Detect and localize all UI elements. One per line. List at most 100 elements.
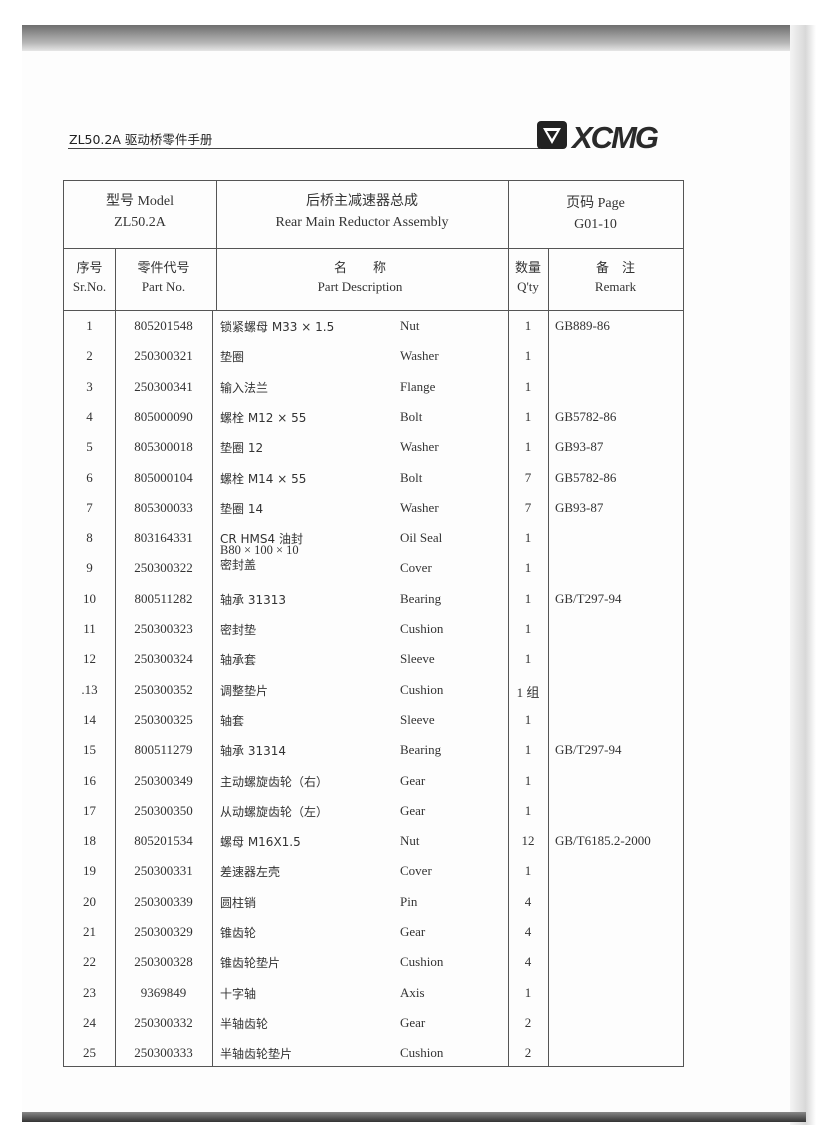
cell-sr: 10 [83, 590, 96, 606]
table-row: 21 250300329 锥齿轮 Gear 4 [64, 924, 683, 942]
cell-part: 250300350 [134, 802, 193, 818]
col-part-cn: 零件代号 [137, 260, 190, 275]
table-row: 18 805201534 螺母 M16X1.5 Nut 12 GB/T6185.2-200… [64, 833, 683, 851]
cell-qty: 1 [524, 590, 532, 606]
cell-remark: GB93-87 [555, 439, 604, 455]
divider [64, 248, 683, 249]
cell-en: Nut [400, 318, 420, 333]
cell-part: 805300018 [134, 439, 193, 455]
cell-remark: GB5782-86 [555, 469, 617, 485]
cell-part: 250300321 [134, 348, 193, 364]
scan-bottom-shadow [22, 1112, 806, 1122]
cell-qty: 1 [524, 621, 532, 636]
scan-right-shadow [790, 25, 816, 1125]
cell-remark: GB5782-86 [555, 408, 617, 424]
cell-qty: 1 [524, 984, 532, 1000]
cell-part: 250300352 [134, 681, 193, 697]
cell-sr: 25 [83, 1045, 96, 1061]
cell-qty: 7 [524, 469, 532, 485]
divider [508, 181, 509, 1066]
cell-remark: GB/T297-94 [555, 742, 622, 758]
table-row: 16 250300349 主动螺旋齿轮（右） Gear 1 [64, 773, 683, 791]
table-row: .13 250300352 调整垫片 Cushion 1 组 [64, 682, 683, 700]
divider [548, 248, 549, 1066]
cell-cn: 锁紧螺母 M33 × 1.5 [220, 320, 335, 334]
cell-sr: 21 [83, 924, 96, 939]
cell-cn: 垫圈 14 [220, 501, 264, 516]
cell-qty: 1 [524, 742, 532, 758]
cell-qty: 1 [524, 863, 532, 879]
assembly-en: Rear Main Reductor Assembly [275, 215, 449, 230]
cell-en: Gear [400, 802, 426, 818]
cell-qty: 1 [524, 802, 532, 818]
cell-part: 803164331 [134, 530, 193, 546]
xcmg-logo: XCMG [537, 120, 661, 152]
cell-en: Cushion [400, 681, 444, 697]
page-label: 页码 Page [566, 196, 625, 211]
cell-cn: 密封垫 [220, 623, 257, 637]
cell-part: 250300332 [134, 1014, 193, 1030]
cell-qty: 1 组 [516, 684, 540, 700]
cell-sr: 9 [86, 560, 93, 576]
cell-sr: 24 [83, 1014, 96, 1030]
svg-text:XCMG: XCMG [570, 120, 659, 152]
cell-en: Washer [400, 348, 439, 364]
cell-remark: GB/T297-94 [555, 590, 622, 606]
cell-cn: 差速器左壳 [220, 865, 281, 880]
col-sr-cn: 序号 [76, 260, 103, 275]
cell-sr: 12 [83, 651, 96, 667]
cell-qty: 4 [524, 893, 532, 909]
cell-sr: .13 [81, 681, 98, 697]
cell-sr: 4 [86, 408, 93, 424]
table-row: 25 250300333 半轴齿轮垫片 Cushion 2 [64, 1045, 683, 1063]
cell-part: 9369849 [140, 984, 187, 1000]
col-remark-cn: 备 注 [595, 260, 635, 275]
cell-cn: CR HMS4 油封 [220, 532, 303, 547]
cell-cn: 从动螺旋齿轮（左） [220, 804, 329, 819]
cell-sr: 3 [86, 378, 93, 394]
cell-en: Cover [400, 863, 432, 879]
cell-part: 250300339 [134, 893, 193, 909]
cell-cn: 垫圈 12 [220, 441, 264, 456]
cell-en: Nut [400, 833, 420, 849]
cell-part: 805300033 [134, 499, 193, 515]
cell-cn: 半轴齿轮垫片 [220, 1047, 293, 1062]
cell-qty: 1 [524, 560, 532, 576]
table-row: 9 250300322 密封盖 Cover 1 [64, 558, 683, 578]
table-row: 20 250300339 圆柱销 Pin 4 [64, 894, 683, 912]
cell-en: Cushion [400, 954, 444, 970]
cell-sr: 20 [83, 893, 96, 909]
header-rule [68, 148, 540, 149]
cell-sr: 23 [83, 984, 96, 1000]
table-row: 22 250300328 锥齿轮垫片 Cushion 4 [64, 954, 683, 972]
cell-qty: 2 [524, 1014, 532, 1030]
cell-part: 250300324 [134, 651, 193, 667]
cell-part: 800511282 [134, 590, 193, 606]
cell-sr: 15 [83, 742, 96, 758]
col-desc-cn: 名 称 [333, 260, 386, 275]
cell-qty: 7 [524, 499, 532, 515]
cell-en: Bolt [400, 469, 423, 485]
cell-sr: 18 [83, 833, 96, 849]
cell-qty: 1 [524, 711, 532, 727]
cell-en: Cushion [400, 621, 444, 636]
table-row: 10 800511282 轴承 31313 Bearing 1 GB/T297-94 [64, 591, 683, 609]
cell-sr: 6 [86, 469, 93, 485]
cell-part: 800511279 [134, 742, 193, 758]
cell-cn: 输入法兰 [220, 380, 269, 395]
cell-cn: 圆柱销 [220, 895, 257, 910]
cell-sr: 8 [86, 530, 93, 546]
cell-qty: 1 [524, 318, 532, 333]
cell-en: Washer [400, 439, 439, 455]
cell-cn: 轴承 31313 [220, 592, 286, 607]
cell-part: 250300328 [134, 954, 193, 970]
cell-cn: 轴承套 [220, 653, 257, 668]
cell-sr: 22 [83, 954, 96, 970]
cell-qty: 1 [524, 439, 532, 455]
table-row: 17 250300350 从动螺旋齿轮（左） Gear 1 [64, 803, 683, 821]
page [22, 51, 790, 1112]
cell-qty: 1 [524, 772, 532, 788]
col-remark-en: Remark [594, 279, 637, 294]
cell-part: 250300333 [134, 1045, 193, 1061]
cell-cn: 轴套 [220, 713, 245, 728]
